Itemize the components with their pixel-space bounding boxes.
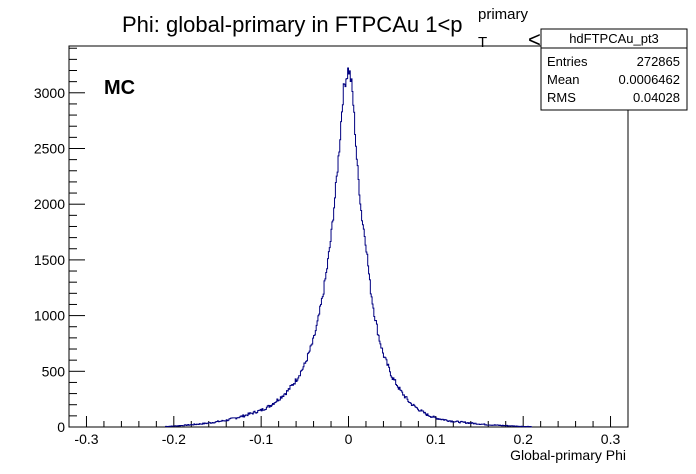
stats-entries-value: 272865: [637, 54, 680, 69]
chart-title: Phi: global-primary in FTPCAu 1<p primar…: [122, 6, 571, 52]
y-tick-label: 0: [57, 419, 65, 435]
stats-mean-label: Mean: [547, 72, 580, 87]
y-axis: 0 500 1000 1500 2000 2500 3000: [34, 47, 85, 435]
y-tick-label: 1500: [34, 252, 65, 268]
x-axis-title: Global-primary Phi: [510, 447, 626, 463]
y-tick-label: 2000: [34, 196, 65, 212]
histogram-line: [165, 67, 532, 428]
stats-mean-value: 0.0006462: [619, 72, 680, 87]
stats-rms-value: 0.04028: [633, 90, 680, 105]
stats-box-frame: [540, 28, 688, 111]
x-tick-label: 0.3: [601, 431, 621, 447]
x-tick-label: -0.3: [74, 431, 98, 447]
y-tick-label: 1000: [34, 308, 65, 324]
stats-entries-label: Entries: [547, 54, 588, 69]
stats-box-name: hdFTPCAu_pt3: [569, 31, 659, 46]
stats-box: hdFTPCAu_pt3 Entries 272865 Mean 0.00064…: [540, 28, 688, 111]
y-tick-label: 500: [42, 363, 66, 379]
stats-rms-label: RMS: [547, 90, 576, 105]
y-tick-label: 3000: [34, 85, 65, 101]
y-tick-label: 2500: [34, 140, 65, 156]
chart-title-subscript: T: [478, 34, 487, 51]
x-tick-label: -0.2: [162, 431, 186, 447]
mc-annotation: MC: [104, 77, 135, 99]
x-axis: -0.3 -0.2 -0.1 0 0.1 0.2 0.3: [68, 416, 629, 447]
x-tick-label: 0.1: [426, 431, 446, 447]
x-tick-label: 0.2: [513, 431, 533, 447]
chart-title-superscript: primary: [478, 6, 529, 23]
x-tick-label: -0.1: [249, 431, 273, 447]
x-tick-label: 0: [345, 431, 353, 447]
chart-title-main: Phi: global-primary in FTPCAu 1<p: [122, 12, 463, 37]
